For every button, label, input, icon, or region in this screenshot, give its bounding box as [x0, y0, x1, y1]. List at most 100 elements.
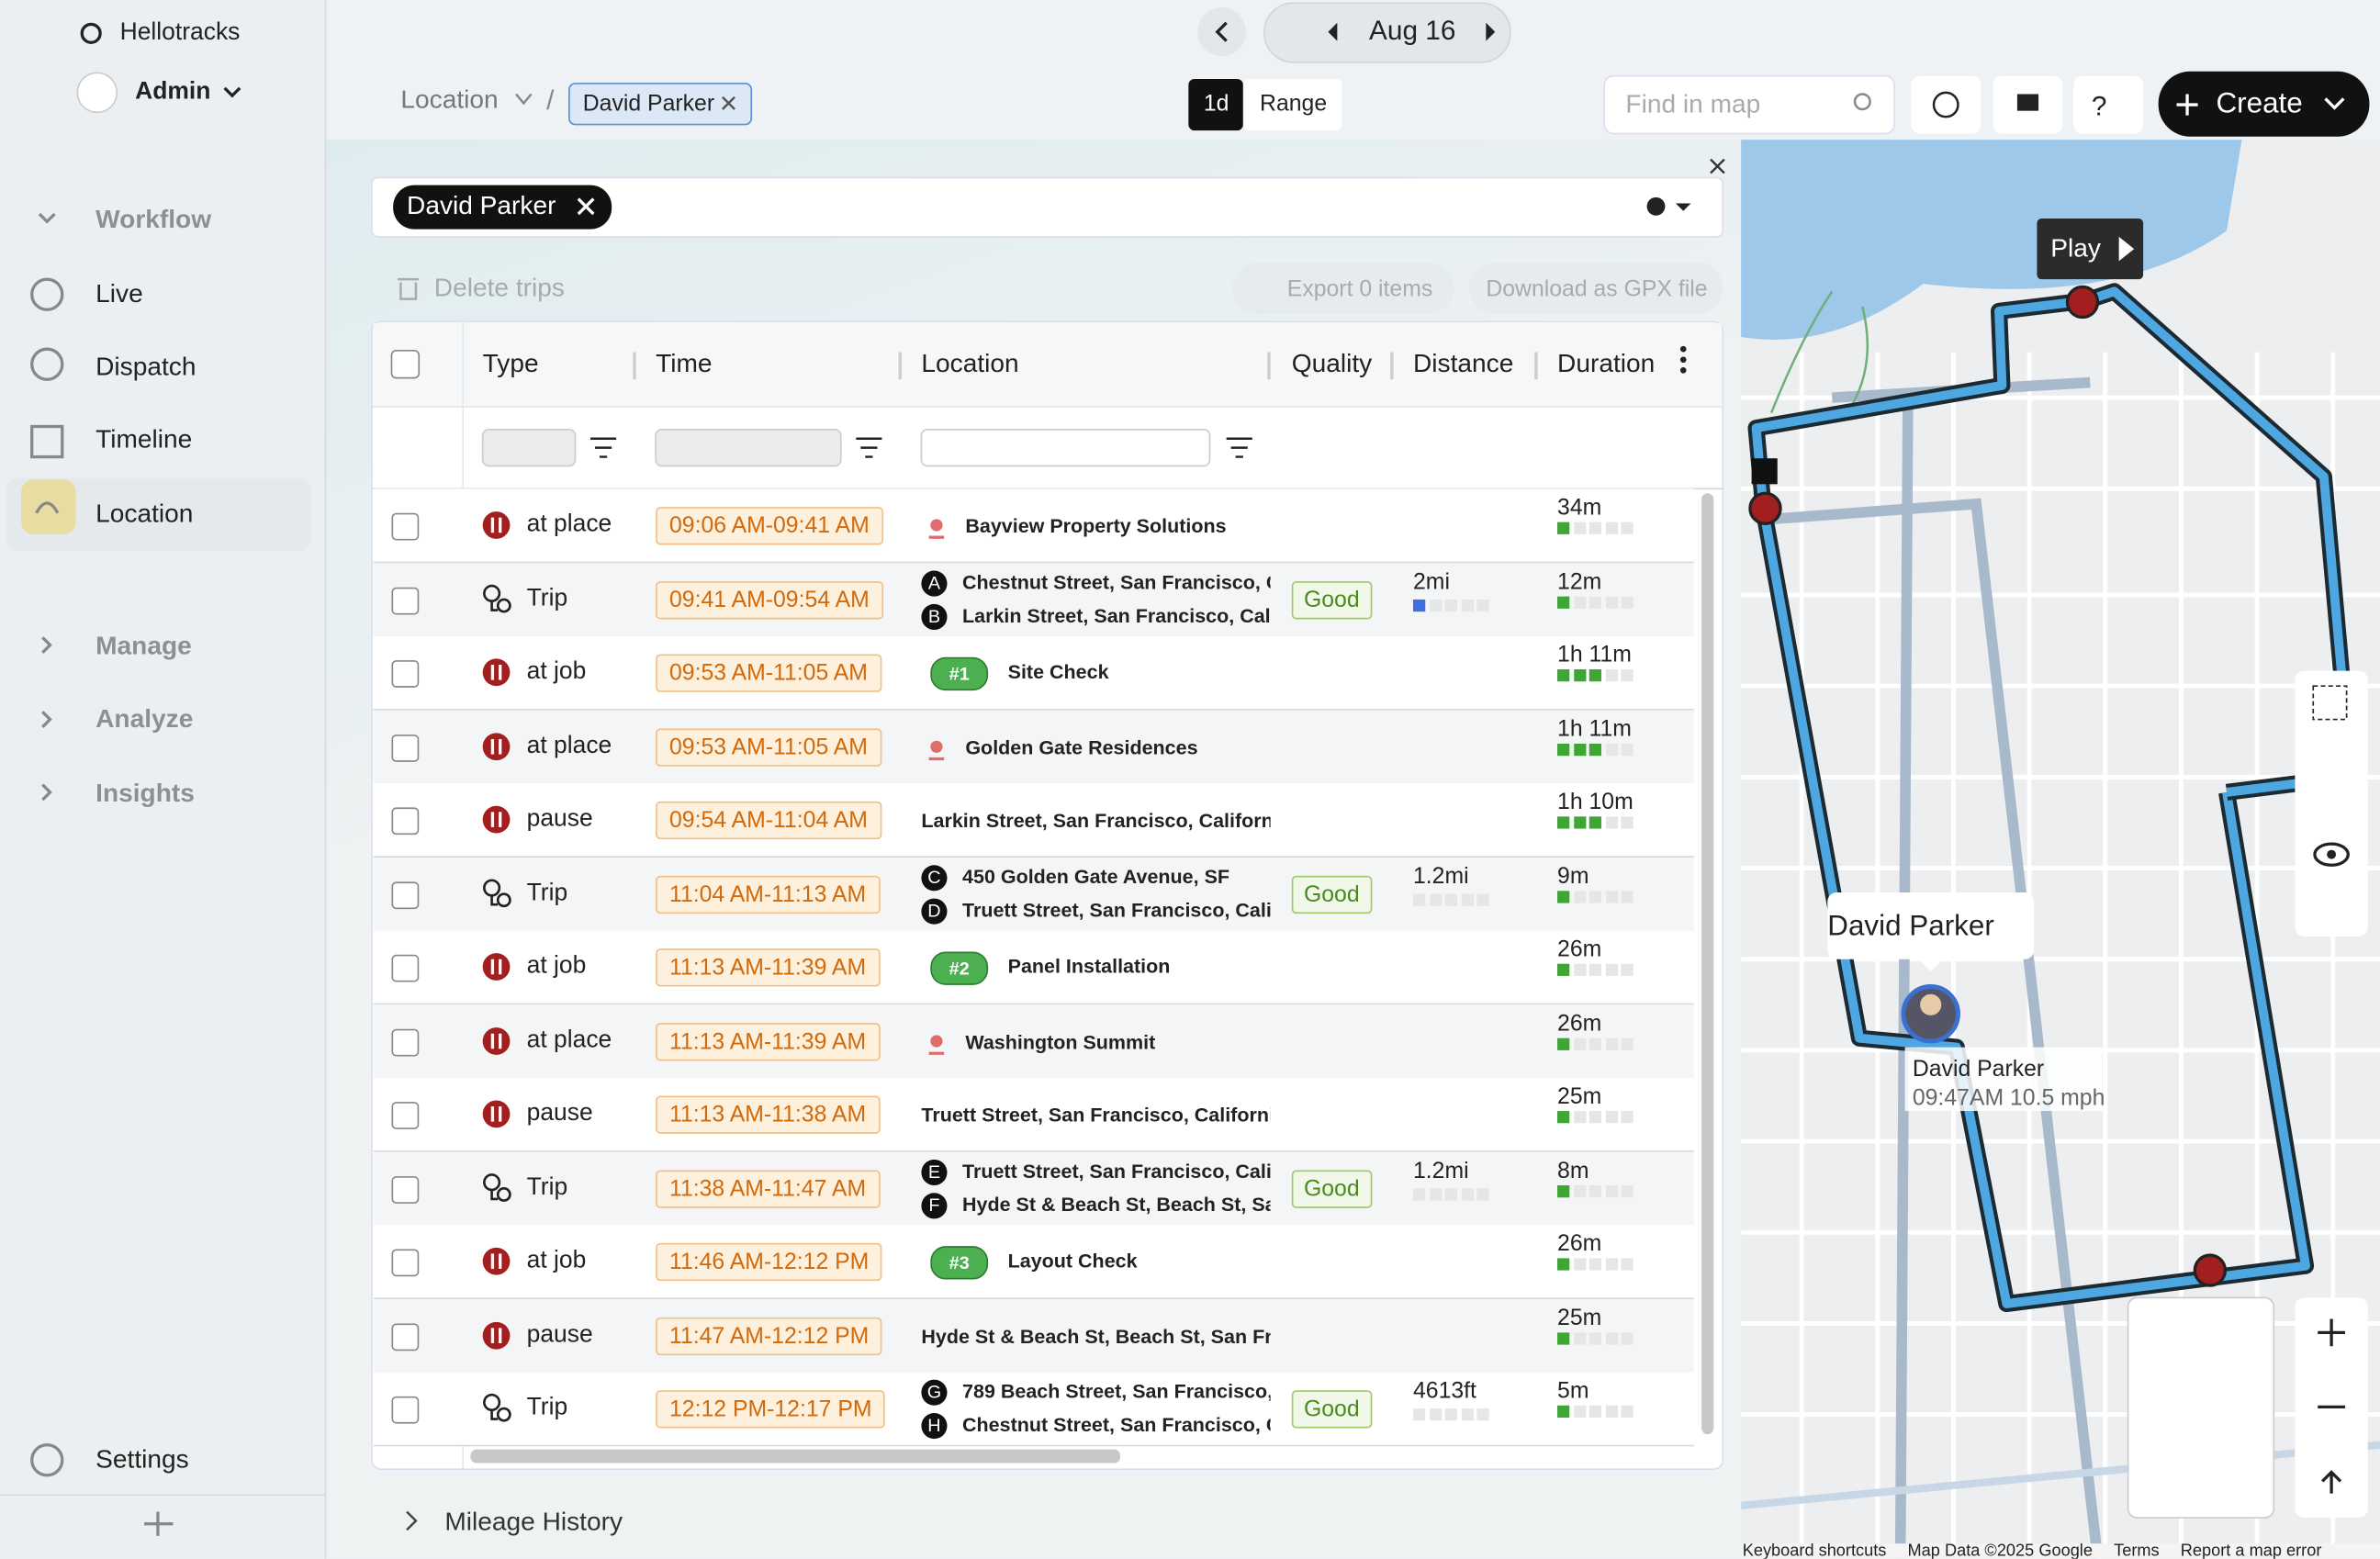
row-checkbox[interactable] [391, 586, 420, 614]
date[interactable]: Aug 16 [1369, 15, 1456, 46]
user-menu[interactable]: Admin [135, 78, 211, 106]
level-square [1589, 1111, 1601, 1124]
row-checkbox[interactable] [391, 807, 420, 836]
duration: 5m [1557, 1377, 1589, 1405]
map-footer-link[interactable]: Report a map error [2180, 1542, 2322, 1559]
row-icon [482, 805, 511, 834]
delete-trips[interactable]: Delete trips [433, 273, 565, 302]
row-type: at place [526, 511, 612, 538]
column-header[interactable]: Duration [1557, 349, 1656, 378]
level-square [1621, 595, 1633, 609]
row-checkbox[interactable] [391, 954, 420, 982]
map-footer-link[interactable]: Keyboard shortcuts [1742, 1542, 1887, 1559]
row-checkbox[interactable] [391, 734, 420, 762]
level-square [1589, 816, 1601, 829]
nav-item[interactable]: Timeline [95, 424, 193, 454]
level-square [1589, 595, 1601, 609]
level-square [1589, 1405, 1601, 1418]
level-square [1605, 1258, 1618, 1271]
time-pill: 09:53 AM-11:05 AM [656, 727, 881, 766]
level-square [1573, 1184, 1586, 1197]
time-pill: 11:13 AM-11:38 AM [656, 1095, 880, 1134]
duration: 8m [1557, 1157, 1589, 1183]
quality-pill: Good [1291, 1390, 1372, 1429]
nav-item[interactable]: Live [95, 279, 143, 308]
level-square [1557, 1331, 1570, 1344]
nav-item[interactable]: Manage [95, 631, 192, 661]
map-footer-link[interactable]: Map Data ©2025 Google [1907, 1542, 2093, 1559]
gpx-button[interactable]: Download as GPX file [1486, 275, 1708, 302]
mode-range[interactable]: Range [1260, 91, 1328, 118]
create-button[interactable]: Create [2216, 87, 2303, 120]
level-square [1589, 1037, 1601, 1050]
row-checkbox[interactable] [391, 1027, 420, 1056]
distance: 1.2mi [1412, 862, 1469, 889]
place-name: Golden Gate Residences [965, 735, 1198, 758]
table-row[interactable] [373, 1225, 1694, 1300]
play-button[interactable]: Play [2050, 233, 2101, 263]
row-icon [483, 1172, 511, 1202]
row-type: at place [526, 732, 612, 758]
map-search[interactable]: Find in map [1625, 89, 1761, 118]
nav-item[interactable]: Workflow [95, 205, 212, 234]
nav-item[interactable]: Location [95, 499, 194, 529]
row-type: at job [526, 1247, 587, 1273]
mode-1d[interactable]: 1d [1203, 91, 1229, 118]
mileage-history[interactable]: Mileage History [444, 1507, 623, 1536]
time-pill: 09:06 AM-09:41 AM [656, 507, 883, 545]
row-type: pause [526, 1320, 593, 1348]
stop-address: Chestnut Street, San Francisco, Ca [962, 1412, 1271, 1436]
row-checkbox[interactable] [391, 1175, 420, 1204]
nav-item[interactable]: Analyze [95, 704, 194, 734]
row-checkbox[interactable] [391, 1396, 420, 1424]
table-row[interactable] [373, 930, 1694, 1005]
duration: 34m [1557, 494, 1602, 521]
row-icon [482, 953, 511, 981]
table-row[interactable] [373, 1150, 1694, 1226]
row-checkbox[interactable] [391, 1249, 420, 1277]
duration: 9m [1557, 862, 1589, 889]
stop-address: Truett Street, San Francisco, Calif [962, 897, 1271, 921]
level-square [1573, 816, 1586, 829]
table-row[interactable] [373, 488, 1694, 564]
column-header[interactable]: Quality [1291, 349, 1373, 378]
level-square [1605, 743, 1618, 756]
filter-chip[interactable]: David Parker [407, 191, 556, 220]
settings[interactable]: Settings [95, 1444, 189, 1475]
level-square [1589, 668, 1601, 682]
map-footer-link[interactable]: Terms [2114, 1542, 2160, 1559]
table-row[interactable] [373, 1372, 1694, 1447]
level-square [1444, 892, 1457, 906]
row-checkbox[interactable] [391, 660, 420, 688]
level-square [1605, 1111, 1618, 1124]
row-checkbox[interactable] [391, 880, 420, 909]
job-name: Site Check [1007, 660, 1109, 683]
pause-address: Larkin Street, San Francisco, California [921, 809, 1271, 832]
export-button[interactable]: Export 0 items [1286, 275, 1433, 302]
table-row[interactable] [373, 635, 1694, 711]
quality-pill: Good [1291, 1169, 1372, 1208]
nav-item[interactable]: Dispatch [95, 352, 196, 381]
breadcrumb-chip[interactable]: David Parker [582, 91, 715, 118]
level-square [1557, 1258, 1570, 1271]
level-square [1557, 1184, 1570, 1197]
time-pill: 11:13 AM-11:39 AM [656, 1022, 880, 1060]
breadcrumb[interactable]: Location [400, 84, 499, 114]
row-checkbox[interactable] [391, 1102, 420, 1129]
level-square [1412, 1187, 1426, 1200]
column-header[interactable]: Time [656, 349, 713, 378]
column-header[interactable]: Type [482, 349, 539, 378]
level-square [1573, 1331, 1586, 1344]
level-square [1429, 1187, 1442, 1200]
level-square [1429, 599, 1442, 611]
stop-letter: B [921, 603, 948, 630]
duration: 1h 10m [1557, 789, 1633, 815]
column-header[interactable]: Location [921, 349, 1019, 378]
nav-item[interactable]: Insights [95, 779, 195, 808]
map[interactable] [1741, 140, 2380, 1559]
row-checkbox[interactable] [391, 512, 420, 541]
column-header[interactable]: Distance [1412, 349, 1514, 378]
row-checkbox[interactable] [391, 1322, 420, 1351]
job-badge: #2 [930, 951, 989, 985]
